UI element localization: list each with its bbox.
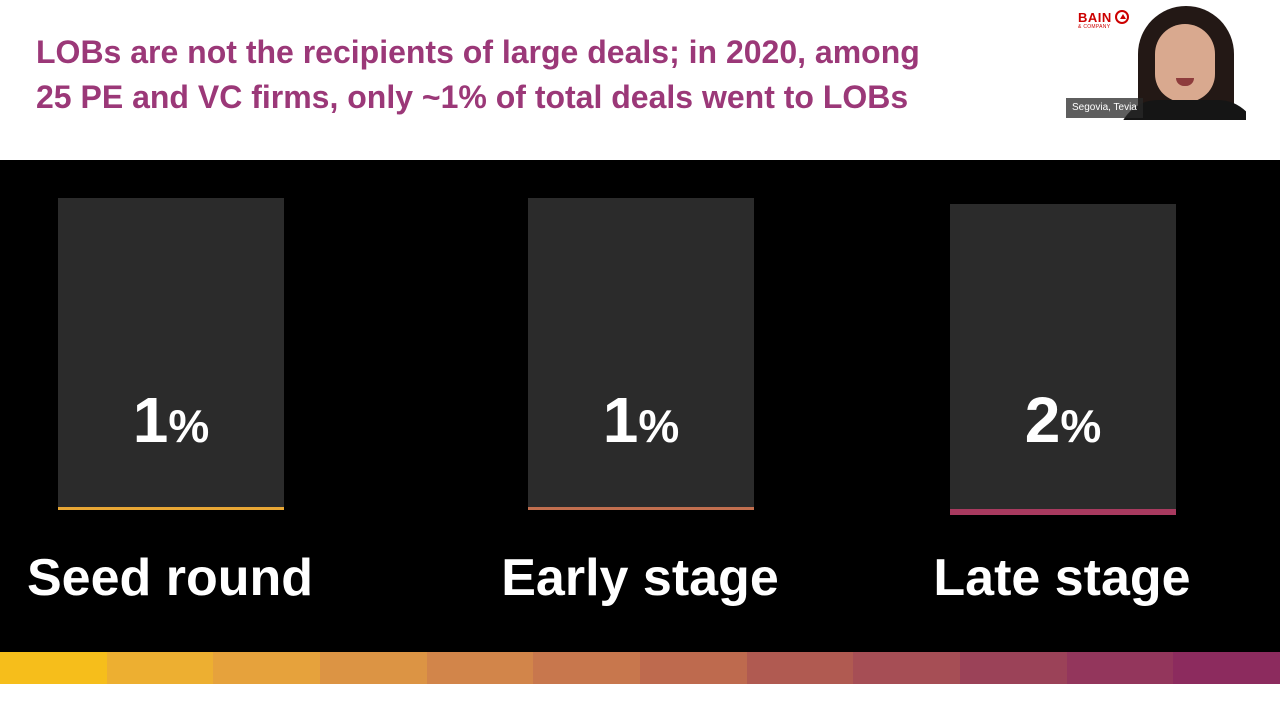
gradient-segment: [213, 652, 321, 684]
stat-bar: [528, 507, 754, 510]
slide-title: LOBs are not the recipients of large dea…: [36, 34, 920, 115]
stat-value: 2%: [950, 388, 1176, 452]
brand-subtitle: & COMPANY: [1078, 24, 1111, 30]
participant-name-tag: Segovia, Tevia: [1066, 98, 1143, 118]
stat-card: 1%: [58, 198, 284, 510]
stat-bar: [950, 509, 1176, 515]
stat-bar: [58, 507, 284, 510]
stat-value: 1%: [58, 388, 284, 452]
stat-label: Seed round: [26, 549, 314, 607]
slide-footer: [0, 684, 1280, 720]
gradient-segment: [1066, 652, 1174, 684]
gradient-segment: [533, 652, 641, 684]
participant-mouth: [1176, 78, 1194, 86]
gradient-segment: [960, 652, 1067, 684]
gradient-segment: [640, 652, 747, 684]
gradient-segment: [746, 652, 854, 684]
stat-number: 2: [1024, 384, 1061, 456]
stat-number: 1: [602, 384, 639, 456]
card-column-late: 2% Late stage: [892, 160, 1232, 652]
stat-unit: %: [168, 400, 210, 452]
brand-gradient-bar: [0, 652, 1280, 684]
stat-card: 1%: [528, 198, 754, 510]
stat-label: Late stage: [933, 549, 1191, 607]
stat-label: Early stage: [501, 549, 779, 607]
stat-number: 1: [132, 384, 169, 456]
brand-name: BAIN: [1078, 9, 1112, 25]
gradient-segment: [320, 652, 427, 684]
stats-panel: 1% Seed round 1% Early stage 2% L: [0, 160, 1280, 652]
gradient-segment: [106, 652, 214, 684]
card-column-seed: 1% Seed round: [0, 160, 340, 652]
card-column-early: 1% Early stage: [470, 160, 810, 652]
participant-face: [1155, 24, 1215, 102]
gradient-segment: [1173, 652, 1280, 684]
brand-logo: BAIN: [1078, 10, 1129, 24]
gradient-segment: [0, 652, 107, 684]
participant-shoulders: [1118, 100, 1246, 120]
stat-unit: %: [1060, 400, 1102, 452]
stat-unit: %: [638, 400, 680, 452]
gradient-segment: [426, 652, 534, 684]
participant-video-tile[interactable]: BAIN & COMPANY Segovia, Tevia: [1066, 0, 1246, 120]
stat-card: 2%: [950, 204, 1176, 515]
stat-value: 1%: [528, 388, 754, 452]
brand-mark-icon: [1114, 10, 1129, 24]
gradient-segment: [853, 652, 961, 684]
